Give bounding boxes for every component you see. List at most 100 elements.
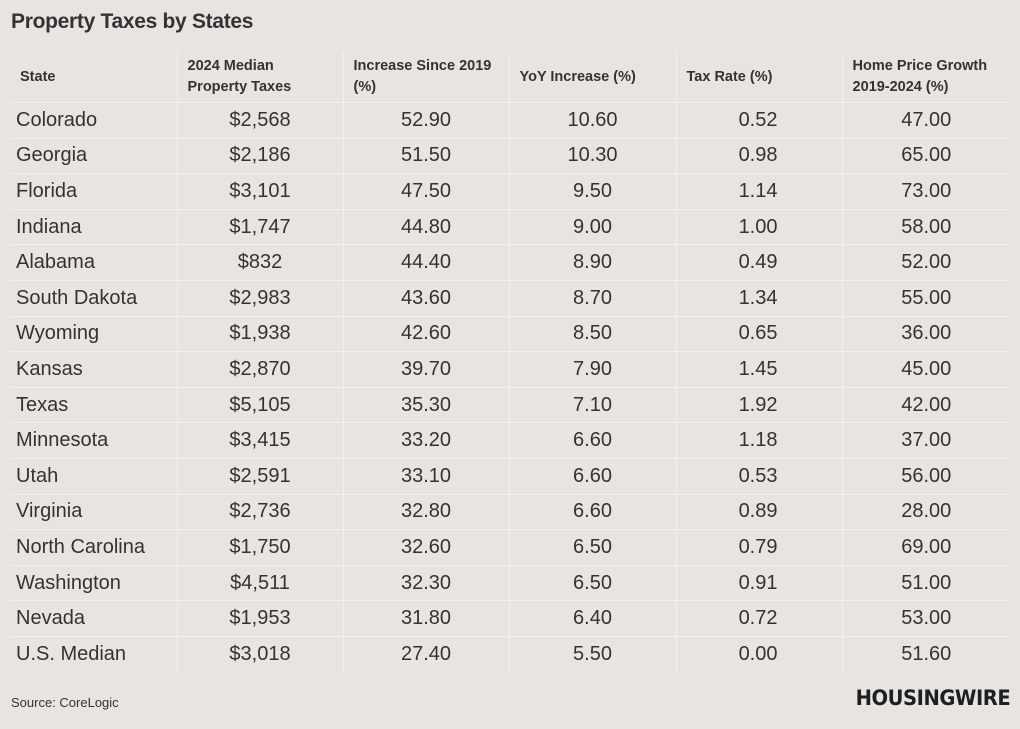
yoy-cell: 6.60 bbox=[508, 422, 676, 459]
median-tax-cell: $2,568 bbox=[176, 102, 343, 139]
median-tax-cell: $3,101 bbox=[176, 173, 343, 210]
header-increase-since-2019: Increase Since 2019 (%) bbox=[342, 52, 509, 103]
price-growth-cell: 55.00 bbox=[841, 280, 1010, 317]
header-median-property-taxes: 2024 Median Property Taxes bbox=[176, 52, 343, 103]
median-tax-cell: $4,511 bbox=[176, 565, 343, 602]
increase-cell: 35.30 bbox=[342, 387, 509, 424]
median-tax-cell: $3,018 bbox=[176, 636, 343, 672]
price-growth-cell: 65.00 bbox=[841, 138, 1010, 175]
header-home-price-growth: Home Price Growth 2019-2024 (%) bbox=[841, 52, 1010, 103]
yoy-cell: 6.50 bbox=[508, 565, 676, 602]
tax-rate-cell: 0.98 bbox=[675, 138, 842, 175]
table-row: Washington $4,511 32.30 6.50 0.91 51.00 bbox=[10, 565, 1010, 602]
median-tax-cell: $3,415 bbox=[176, 422, 343, 459]
state-cell: South Dakota bbox=[10, 280, 177, 317]
yoy-cell: 7.10 bbox=[508, 387, 676, 424]
housingwire-logo: HOUSINGWIRE bbox=[855, 686, 1010, 710]
header-row: State 2024 Median Property Taxes Increas… bbox=[10, 52, 1010, 103]
tax-rate-cell: 1.14 bbox=[675, 173, 842, 210]
yoy-cell: 6.60 bbox=[508, 494, 676, 531]
price-growth-cell: 45.00 bbox=[841, 351, 1010, 388]
state-cell: Washington bbox=[10, 565, 177, 602]
median-tax-cell: $2,983 bbox=[176, 280, 343, 317]
tax-rate-cell: 0.65 bbox=[675, 316, 842, 353]
increase-cell: 32.30 bbox=[342, 565, 509, 602]
yoy-cell: 7.90 bbox=[508, 351, 676, 388]
price-growth-cell: 47.00 bbox=[841, 102, 1010, 139]
price-growth-cell: 51.00 bbox=[841, 565, 1010, 602]
price-growth-cell: 58.00 bbox=[841, 209, 1010, 246]
state-cell: Georgia bbox=[10, 138, 177, 175]
increase-cell: 52.90 bbox=[342, 102, 509, 139]
increase-cell: 33.10 bbox=[342, 458, 509, 495]
median-tax-cell: $5,105 bbox=[176, 387, 343, 424]
table-row: Texas $5,105 35.30 7.10 1.92 42.00 bbox=[10, 387, 1010, 424]
increase-cell: 47.50 bbox=[342, 173, 509, 210]
yoy-cell: 9.00 bbox=[508, 209, 676, 246]
yoy-cell: 8.90 bbox=[508, 244, 676, 281]
tax-rate-cell: 0.91 bbox=[675, 565, 842, 602]
property-tax-table: State 2024 Median Property Taxes Increas… bbox=[10, 52, 1010, 672]
yoy-cell: 8.50 bbox=[508, 316, 676, 353]
table-row: Minnesota $3,415 33.20 6.60 1.18 37.00 bbox=[10, 422, 1010, 459]
tax-rate-cell: 0.52 bbox=[675, 102, 842, 139]
increase-cell: 32.80 bbox=[342, 494, 509, 531]
yoy-cell: 6.50 bbox=[508, 529, 676, 566]
increase-cell: 27.40 bbox=[342, 636, 509, 672]
table-row: Colorado $2,568 52.90 10.60 0.52 47.00 bbox=[10, 102, 1010, 139]
price-growth-cell: 37.00 bbox=[841, 422, 1010, 459]
yoy-cell: 6.40 bbox=[508, 600, 676, 637]
tax-rate-cell: 0.00 bbox=[675, 636, 842, 672]
state-cell: Texas bbox=[10, 387, 177, 424]
increase-cell: 51.50 bbox=[342, 138, 509, 175]
price-growth-cell: 51.60 bbox=[841, 636, 1010, 672]
state-cell: Virginia bbox=[10, 494, 177, 531]
price-growth-cell: 56.00 bbox=[841, 458, 1010, 495]
table-row: U.S. Median $3,018 27.40 5.50 0.00 51.60 bbox=[10, 636, 1010, 672]
increase-cell: 39.70 bbox=[342, 351, 509, 388]
source-note: Source: CoreLogic bbox=[11, 695, 119, 710]
state-cell: Minnesota bbox=[10, 422, 177, 459]
tax-rate-cell: 0.89 bbox=[675, 494, 842, 531]
price-growth-cell: 42.00 bbox=[841, 387, 1010, 424]
table-row: Georgia $2,186 51.50 10.30 0.98 65.00 bbox=[10, 138, 1010, 175]
increase-cell: 32.60 bbox=[342, 529, 509, 566]
yoy-cell: 10.30 bbox=[508, 138, 676, 175]
median-tax-cell: $1,953 bbox=[176, 600, 343, 637]
yoy-cell: 9.50 bbox=[508, 173, 676, 210]
yoy-cell: 5.50 bbox=[508, 636, 676, 672]
price-growth-cell: 52.00 bbox=[841, 244, 1010, 281]
table-row: Indiana $1,747 44.80 9.00 1.00 58.00 bbox=[10, 209, 1010, 246]
yoy-cell: 10.60 bbox=[508, 102, 676, 139]
increase-cell: 44.80 bbox=[342, 209, 509, 246]
yoy-cell: 6.60 bbox=[508, 458, 676, 495]
median-tax-cell: $2,736 bbox=[176, 494, 343, 531]
median-tax-cell: $2,186 bbox=[176, 138, 343, 175]
table-row: North Carolina $1,750 32.60 6.50 0.79 69.00 bbox=[10, 529, 1010, 566]
price-growth-cell: 36.00 bbox=[841, 316, 1010, 353]
tax-rate-cell: 1.34 bbox=[675, 280, 842, 317]
table-row: Virginia $2,736 32.80 6.60 0.89 28.00 bbox=[10, 494, 1010, 531]
median-tax-cell: $832 bbox=[176, 244, 343, 281]
tax-rate-cell: 1.00 bbox=[675, 209, 842, 246]
yoy-cell: 8.70 bbox=[508, 280, 676, 317]
tax-rate-cell: 1.18 bbox=[675, 422, 842, 459]
price-growth-cell: 73.00 bbox=[841, 173, 1010, 210]
table-row: Alabama $832 44.40 8.90 0.49 52.00 bbox=[10, 244, 1010, 281]
median-tax-cell: $1,747 bbox=[176, 209, 343, 246]
table-row: South Dakota $2,983 43.60 8.70 1.34 55.00 bbox=[10, 280, 1010, 317]
table-body: Colorado $2,568 52.90 10.60 0.52 47.00 Georgia… bbox=[10, 102, 1010, 672]
state-cell: Florida bbox=[10, 173, 177, 210]
tax-rate-cell: 1.45 bbox=[675, 351, 842, 388]
increase-cell: 42.60 bbox=[342, 316, 509, 353]
header-tax-rate: Tax Rate (%) bbox=[675, 52, 842, 103]
table-row: Kansas $2,870 39.70 7.90 1.45 45.00 bbox=[10, 351, 1010, 388]
state-cell: Nevada bbox=[10, 600, 177, 637]
state-cell: Wyoming bbox=[10, 316, 177, 353]
price-growth-cell: 53.00 bbox=[841, 600, 1010, 637]
state-cell: Utah bbox=[10, 458, 177, 495]
tax-rate-cell: 0.72 bbox=[675, 600, 842, 637]
price-growth-cell: 28.00 bbox=[841, 494, 1010, 531]
table-row: Wyoming $1,938 42.60 8.50 0.65 36.00 bbox=[10, 316, 1010, 353]
state-cell: North Carolina bbox=[10, 529, 177, 566]
